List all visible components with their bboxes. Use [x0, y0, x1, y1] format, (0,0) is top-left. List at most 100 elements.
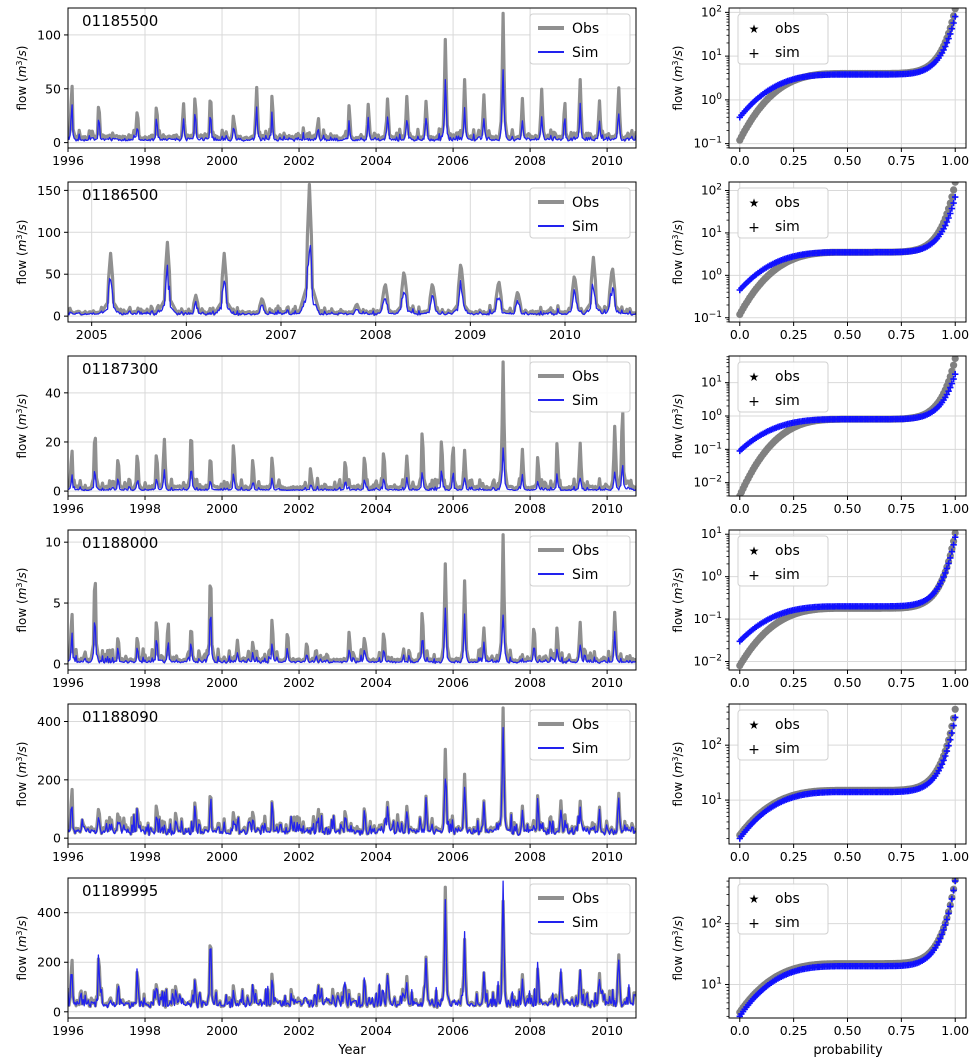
- x-tick-label: 2000: [206, 675, 238, 690]
- y-tick-label: 150: [37, 183, 61, 198]
- y-tick-label: 400: [37, 714, 61, 729]
- x-tick-label: 2006: [437, 153, 469, 168]
- y-axis-label: flow (m3/s): [671, 219, 686, 284]
- x-tick-label: 1996: [52, 501, 84, 516]
- y-axis-label: flow (m3/s): [671, 45, 686, 110]
- fdc-panel-01186500: 0.0 0.25 0.50 0.75 1.00 10−1 100 101 102 flow (m3…: [671, 181, 969, 342]
- legend-timeseries: Obs Sim: [529, 709, 631, 761]
- station-id-label: 01187300: [82, 360, 158, 378]
- sim-series-line: [68, 880, 636, 1009]
- sim-markers: [736, 193, 959, 294]
- y-tick-label: 102: [701, 182, 722, 197]
- sim-marker: [948, 895, 956, 903]
- timeseries-panel-01186500: 2005 2006 2007 2008 2009 2010 0 50 100 150 0118650…: [15, 181, 637, 342]
- legend-fdc: ★ obs + sim: [737, 187, 829, 239]
- y-axis-label: flow (m3/s): [15, 567, 30, 632]
- sim-marker: [942, 752, 949, 760]
- y-tick-label: 100: [701, 92, 722, 107]
- sim-series-line: [68, 726, 636, 837]
- sim-marker: [947, 30, 954, 38]
- sim-marker: [938, 761, 946, 768]
- x-tick-label: 0.50: [834, 1023, 862, 1038]
- x-tick-label: 2006: [437, 675, 469, 690]
- legend-sim-plus-icon: +: [748, 46, 760, 62]
- sim-marker: [947, 554, 954, 562]
- legend-sim-label: sim: [775, 741, 800, 757]
- x-tick-label: 2000: [206, 153, 238, 168]
- plot-frame: [67, 703, 637, 845]
- x-tick-label: 2000: [206, 849, 238, 864]
- sim-marker: [940, 926, 947, 934]
- sim-marker: [945, 35, 952, 42]
- sim-marker: [945, 560, 952, 567]
- y-tick-label: 5: [53, 596, 61, 611]
- plot-frame: [67, 181, 637, 323]
- fdc-panel-01188090: 0.0 0.25 0.50 0.75 1.00 101 102 flow (m3/s) ★ obs…: [671, 703, 969, 864]
- x-tick-label: 1996: [52, 1023, 84, 1038]
- y-tick-label: 10−1: [693, 310, 722, 325]
- sim-marker: [947, 903, 954, 910]
- legend-box: [737, 535, 829, 587]
- legend-sim-label: Sim: [572, 219, 598, 235]
- plot-frame: [728, 7, 967, 149]
- sim-markers: [736, 714, 959, 842]
- x-tick-label: 2008: [360, 327, 392, 342]
- x-tick-label: 2002: [283, 675, 315, 690]
- station-id-label: 01189995: [82, 882, 158, 900]
- sim-marker: [952, 878, 959, 885]
- sim-marker: [950, 199, 957, 207]
- x-tick-label: 1998: [129, 849, 161, 864]
- y-tick-label: 0: [53, 135, 61, 150]
- x-tick-label: 2009: [454, 327, 486, 342]
- x-tick-label: 0.0: [730, 501, 750, 516]
- obs-series-line: [68, 360, 636, 492]
- sim-marker: [935, 938, 942, 946]
- x-tick-label: 0.25: [780, 327, 808, 342]
- y-tick-label: 101: [701, 48, 722, 63]
- x-tick-label: 0.50: [834, 153, 862, 168]
- y-axis-label: flow (m3/s): [671, 741, 686, 806]
- timeseries-panel-01188000: 1996 1998 2000 2002 2004 2006 2008 2010 0 5 10 0118…: [15, 529, 637, 690]
- x-tick-label: 0.25: [780, 501, 808, 516]
- sim-marker: [950, 19, 957, 27]
- x-tick-label: 2002: [283, 153, 315, 168]
- y-tick-label: 101: [701, 225, 722, 240]
- y-tick-label: 10−1: [693, 441, 722, 456]
- x-tick-label: 0.0: [730, 327, 750, 342]
- legend-obs-star-icon: ★: [749, 544, 760, 558]
- legend-sim-label: Sim: [572, 393, 598, 409]
- x-tick-label: 0.75: [887, 849, 915, 864]
- x-tick-label: 2006: [437, 1023, 469, 1038]
- sim-marker: [945, 742, 952, 749]
- plot-frame: [67, 355, 637, 497]
- obs-marker: [946, 199, 954, 207]
- x-tick-label: 1998: [129, 153, 161, 168]
- sim-marker: [948, 380, 956, 387]
- legend-obs-label: Obs: [572, 891, 599, 907]
- sim-marker: [948, 205, 956, 212]
- legend-timeseries: Obs Sim: [529, 13, 631, 65]
- legend-obs-label: Obs: [572, 21, 599, 37]
- x-tick-label: 2010: [591, 849, 623, 864]
- x-tick-label: 2010: [591, 153, 623, 168]
- x-tick-label: 2008: [514, 153, 546, 168]
- legend-sim-label: Sim: [572, 567, 598, 583]
- legend-obs-label: obs: [775, 21, 800, 37]
- y-tick-label: 40: [45, 385, 61, 400]
- legend-sim-label: Sim: [572, 915, 598, 931]
- x-tick-label: 2002: [283, 849, 315, 864]
- sim-marker: [950, 722, 957, 729]
- sim-marker: [942, 222, 949, 229]
- sim-marker: [943, 916, 951, 923]
- sim-marker: [940, 757, 947, 764]
- sim-marker: [940, 46, 947, 54]
- y-tick-label: 50: [45, 267, 61, 282]
- legend-sim-plus-icon: +: [748, 916, 760, 932]
- legend-obs-label: Obs: [572, 369, 599, 385]
- x-tick-label: 2007: [265, 327, 297, 342]
- plot-frame: [67, 877, 637, 1019]
- legend-box: [737, 883, 829, 935]
- obs-marker: [950, 361, 958, 369]
- panels-container: 1996 1998 2000 2002 2004 2006 2008 201005010001…: [15, 4, 970, 1038]
